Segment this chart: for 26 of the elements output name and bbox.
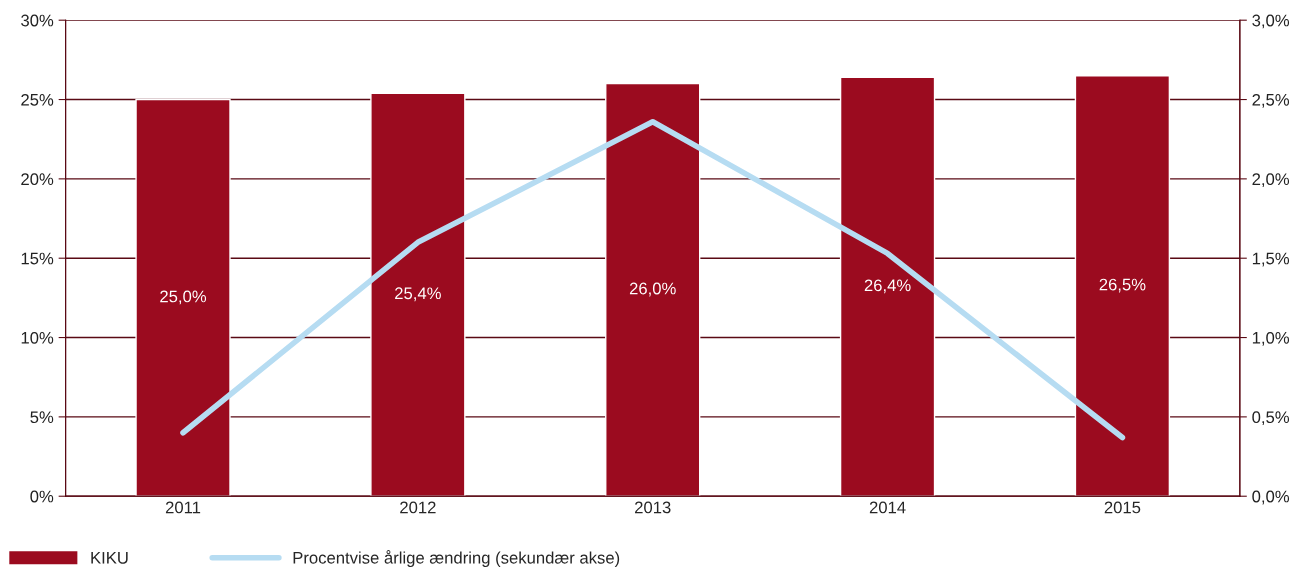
y-tick-label: 25% <box>21 93 54 106</box>
y-tick-label: 0% <box>30 490 54 503</box>
y-tick-label: 15% <box>21 252 54 265</box>
x-tick-label: 2012 <box>400 501 436 514</box>
x-tick-label: 2013 <box>635 501 671 514</box>
legend-label: Procentvise årlige ændring (sekundær akse) <box>293 550 620 567</box>
data-label: 26,0% <box>629 282 676 297</box>
y2-tick-label: 2,0% <box>1252 173 1290 188</box>
data-label: 26,5% <box>1099 278 1146 293</box>
y2-tick-label: 0,5% <box>1252 411 1290 426</box>
x-tick-label: 2015 <box>1104 501 1141 514</box>
x-tick-label: 2011 <box>165 501 201 514</box>
y2-tick-label: 1,0% <box>1252 331 1290 346</box>
y2-tick-label: 3,0% <box>1252 14 1290 29</box>
legend-label: KIKU <box>91 552 128 564</box>
y-tick-label: 30% <box>21 14 54 27</box>
y2-tick-label: 0,0% <box>1252 490 1290 505</box>
data-label: 25,0% <box>160 290 207 305</box>
y2-tick-label: 2,5% <box>1252 93 1290 108</box>
data-label: 25,4% <box>395 287 441 302</box>
data-label: 26,4% <box>864 279 911 294</box>
y-tick-label: 5% <box>30 411 54 424</box>
x-tick-label: 2014 <box>869 501 906 514</box>
y-tick-label: 10% <box>21 331 54 344</box>
y2-tick-label: 1,5% <box>1252 252 1290 267</box>
y-tick-label: 20% <box>21 173 54 186</box>
